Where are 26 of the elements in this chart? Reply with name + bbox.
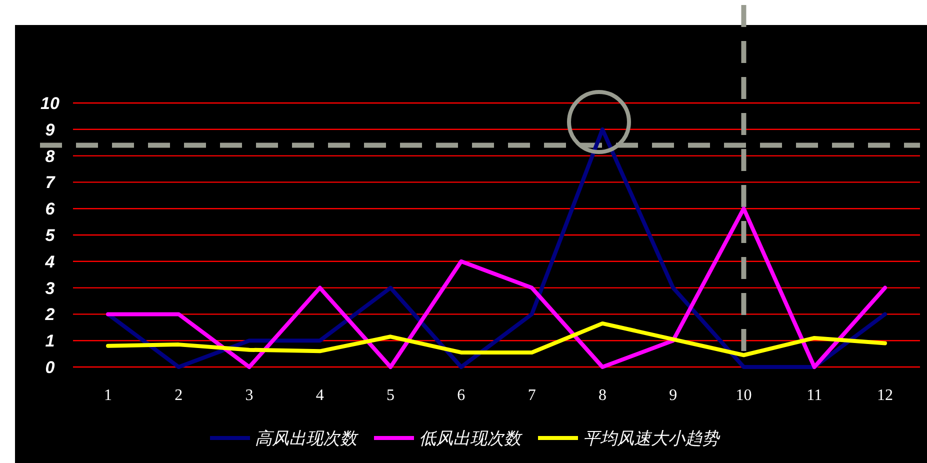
y-tick-label: 9 bbox=[45, 120, 56, 140]
y-tick-label: 3 bbox=[45, 278, 56, 298]
y-tick-label: 2 bbox=[44, 305, 56, 324]
x-tick-label: 4 bbox=[316, 387, 324, 404]
x-tick-label: 8 bbox=[598, 387, 606, 404]
y-tick-label: 0 bbox=[45, 358, 56, 377]
x-tick-label: 10 bbox=[736, 387, 752, 404]
y-tick-label: 6 bbox=[45, 200, 56, 219]
legend-label: 高风出现次数 bbox=[255, 429, 359, 448]
x-tick-label: 12 bbox=[877, 387, 893, 404]
y-tick-label: 1 bbox=[45, 332, 55, 351]
x-tick-label: 5 bbox=[386, 387, 395, 404]
x-tick-label: 6 bbox=[457, 387, 466, 404]
x-tick-label: 7 bbox=[528, 387, 536, 404]
legend-label: 平均风速大小趋势 bbox=[583, 429, 721, 448]
legend-label: 低风出现次数 bbox=[419, 429, 523, 448]
x-tick-label: 2 bbox=[174, 387, 183, 404]
x-tick-label: 11 bbox=[806, 387, 822, 404]
y-tick-label: 10 bbox=[40, 94, 60, 113]
x-tick-label: 3 bbox=[245, 387, 254, 404]
y-tick-label: 8 bbox=[45, 146, 56, 166]
y-tick-label: 5 bbox=[45, 226, 56, 245]
x-tick-label: 9 bbox=[669, 387, 678, 404]
x-tick-label: 1 bbox=[104, 387, 112, 404]
y-tick-label: 7 bbox=[45, 173, 56, 192]
y-tick-label: 4 bbox=[44, 252, 56, 272]
